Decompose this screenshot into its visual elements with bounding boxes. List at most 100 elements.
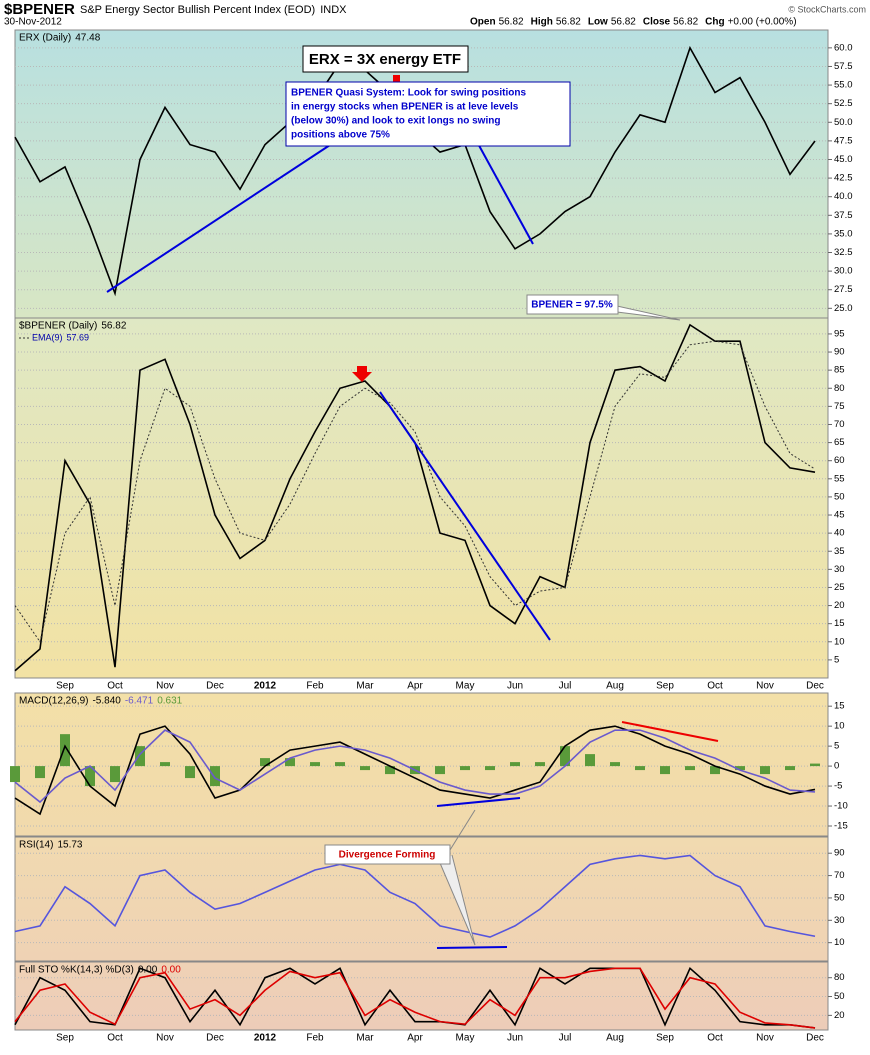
y-tick-label: 65 [834, 437, 845, 448]
histogram-bar [585, 754, 595, 767]
legend-title: Full STO %K(14,3) %D(3) [19, 965, 134, 976]
histogram-bar [110, 766, 120, 783]
panel-background [14, 692, 829, 837]
y-tick-label: 60.0 [834, 42, 853, 53]
histogram-bar [435, 766, 445, 775]
line-series [14, 725, 816, 816]
y-tick-label: 27.5 [834, 284, 853, 295]
trend-line [621, 721, 719, 742]
label-box [302, 45, 469, 73]
y-tick-label: 45.0 [834, 154, 853, 165]
symbol: $BPENER [4, 1, 75, 18]
histogram-bar [85, 766, 95, 787]
y-tick-label: 55.0 [834, 80, 853, 91]
histogram-bar [135, 746, 145, 767]
label-box [526, 294, 619, 315]
legend-title: RSI(14) [19, 840, 53, 851]
x-tick-label: Feb [306, 681, 324, 692]
note-box [285, 81, 571, 147]
x-tick-label: Nov [156, 1033, 174, 1044]
x-tick-label: Jul [559, 1033, 572, 1044]
histogram-bar [760, 766, 770, 775]
x-tick-label: Oct [107, 1033, 123, 1044]
x-tick-label: Apr [407, 681, 423, 692]
y-tick-label: 35 [834, 546, 845, 557]
y-tick-label: 5 [834, 741, 839, 752]
y-tick-label: 75 [834, 401, 845, 412]
panel-background [14, 317, 829, 679]
x-tick-label: Oct [107, 681, 123, 692]
y-tick-label: 15 [834, 701, 845, 712]
histogram-bar [535, 762, 545, 767]
histogram-bar [460, 766, 470, 771]
trend-line [436, 797, 521, 807]
y-tick-label: 10 [834, 937, 845, 948]
y-tick-label: 90 [834, 848, 845, 859]
arrow [352, 366, 372, 382]
plots: 25.0 27.5 30.0 32.5 35.0 37.5 40.0 42.5 45.0 47.5… [10, 33, 853, 1044]
histogram-bar [210, 766, 220, 787]
legend-value: 0.00 [138, 965, 158, 976]
y-tick-label: 85 [834, 365, 845, 376]
histogram-bar [635, 766, 645, 771]
histogram-bar [710, 766, 720, 775]
annotation: BPENER = 97.5% [531, 300, 613, 311]
index-name: S&P Energy Sector Bullish Percent Index … [80, 4, 315, 16]
credit: © StockCharts.com [788, 4, 866, 14]
y-tick-label: 50 [834, 991, 845, 1002]
y-tick-label: 90 [834, 347, 845, 358]
x-tick-label: May [456, 681, 475, 692]
legend-value: 15.73 [57, 840, 82, 851]
histogram-bar [660, 766, 670, 775]
annotation: in energy stocks when BPENER is at leve … [291, 102, 519, 113]
histogram-bar [60, 734, 70, 767]
y-tick-label: 25 [834, 582, 845, 593]
histogram-bar [185, 766, 195, 779]
panel-background [14, 961, 829, 1031]
line-series [14, 729, 816, 804]
y-tick-label: 60 [834, 455, 845, 466]
x-tick-label: Mar [356, 681, 374, 692]
pointer [616, 305, 681, 321]
x-tick-label: Jun [507, 1033, 523, 1044]
trend-line [475, 139, 534, 245]
histogram-bar [810, 763, 820, 767]
date: 30-Nov-2012 [4, 17, 62, 28]
histogram-bar [260, 758, 270, 767]
y-tick-label: 20 [834, 600, 845, 611]
y-tick-label: 80 [834, 972, 845, 983]
quote-value: +0.00 (+0.00%) [728, 17, 797, 28]
legend-entry: EMA(9) [32, 332, 63, 342]
x-tick-label: 2012 [254, 681, 277, 692]
trend-line [436, 946, 508, 949]
x-tick-label: Jul [559, 681, 572, 692]
y-tick-label: 30 [834, 564, 845, 575]
histogram-bar [385, 766, 395, 775]
y-tick-label: 10 [834, 636, 845, 647]
trend-line [379, 391, 551, 641]
x-tick-label: Sep [56, 1033, 74, 1044]
histogram-bar [510, 762, 520, 767]
annotation: Divergence Forming [339, 850, 436, 861]
x-tick-label: Dec [206, 1033, 224, 1044]
panel-background [14, 29, 829, 319]
panel-backgrounds [14, 29, 829, 1031]
y-tick-label: 45 [834, 510, 845, 521]
y-tick-label: 70 [834, 870, 845, 881]
quote-label: High [531, 17, 553, 28]
histogram-bar [610, 762, 620, 767]
y-tick-label: 5 [834, 654, 839, 665]
x-tick-label: Nov [756, 1033, 774, 1044]
legend-title: $BPENER (Daily) [19, 321, 97, 332]
histogram-bar [285, 758, 295, 767]
x-tick-label: Apr [407, 1033, 423, 1044]
histogram-bar [685, 766, 695, 771]
x-tick-label: Jun [507, 681, 523, 692]
y-tick-label: 30.0 [834, 266, 853, 277]
y-tick-label: 37.5 [834, 210, 853, 221]
y-tick-label: 70 [834, 419, 845, 430]
y-tick-label: 47.5 [834, 135, 853, 146]
y-tick-label: 40.0 [834, 191, 853, 202]
x-tick-label: Dec [206, 681, 224, 692]
